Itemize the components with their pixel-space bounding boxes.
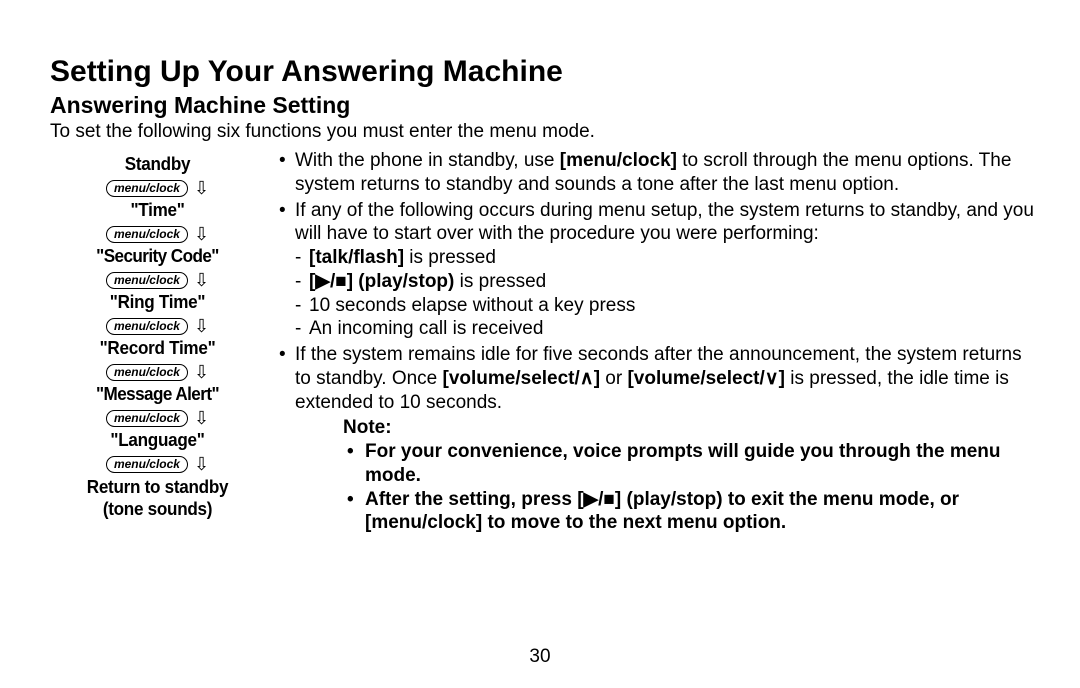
- note-bullets: For your convenience, voice prompts will…: [343, 440, 1035, 535]
- down-arrow-icon: ⇩: [194, 179, 209, 197]
- text: is pressed: [404, 247, 496, 268]
- text: With the phone in standby, use: [295, 150, 560, 171]
- text: An incoming call is received: [309, 318, 543, 339]
- menu-clock-button: menu/clock: [106, 364, 188, 381]
- note-item: After the setting, press [▶/■] (play/sto…: [343, 488, 1035, 536]
- manual-page: Setting Up Your Answering Machine Answer…: [0, 0, 1080, 688]
- dash-item: 10 seconds elapse without a key press: [295, 294, 1035, 318]
- down-arrow-icon: ⇩: [194, 363, 209, 381]
- bullet-item: If any of the following occurs during me…: [277, 199, 1035, 342]
- menu-clock-button: menu/clock: [106, 410, 188, 427]
- menu-item: "Ring Time": [55, 292, 259, 313]
- section-heading: Answering Machine Setting: [50, 92, 1035, 119]
- dash-item: [▶/■] (play/stop) is pressed: [295, 270, 1035, 294]
- key-label: [talk/flash]: [309, 247, 404, 268]
- dash-list: [talk/flash] is pressed [▶/■] (play/stop…: [295, 246, 1035, 341]
- menu-final: Return to standby (tone sounds): [55, 477, 259, 520]
- note-label: Note:: [343, 416, 1035, 440]
- final-line: Return to standby: [87, 477, 228, 497]
- bullet-item: With the phone in standby, use [menu/clo…: [277, 149, 1035, 197]
- flow-step: menu/clock ⇩: [50, 271, 265, 289]
- intro-text: To set the following six functions you m…: [50, 121, 1035, 143]
- final-line: (tone sounds): [103, 499, 212, 519]
- menu-clock-button: menu/clock: [106, 180, 188, 197]
- flow-step: menu/clock ⇩: [50, 363, 265, 381]
- key-label: [▶/■] (play/stop): [309, 271, 454, 292]
- dash-item: An incoming call is received: [295, 317, 1035, 341]
- flow-step: menu/clock ⇩: [50, 409, 265, 427]
- flow-step: menu/clock ⇩: [50, 317, 265, 335]
- menu-item: "Message Alert": [55, 384, 259, 405]
- menu-item: "Record Time": [55, 338, 259, 359]
- note-item: For your convenience, voice prompts will…: [343, 440, 1035, 488]
- menu-item: "Security Code": [55, 246, 259, 267]
- menu-flow-diagram: Standby menu/clock ⇩ "Time" menu/clock ⇩…: [50, 149, 265, 520]
- page-number: 30: [0, 646, 1080, 668]
- down-arrow-icon: ⇩: [194, 317, 209, 335]
- dash-item: [talk/flash] is pressed: [295, 246, 1035, 270]
- flow-step: menu/clock ⇩: [50, 225, 265, 243]
- bullet-item: If the system remains idle for five seco…: [277, 343, 1035, 535]
- flow-step: menu/clock ⇩: [50, 455, 265, 473]
- text: is pressed: [454, 271, 546, 292]
- instruction-text: With the phone in standby, use [menu/clo…: [265, 149, 1035, 537]
- menu-clock-button: menu/clock: [106, 456, 188, 473]
- text: or: [600, 368, 627, 389]
- key-label: [volume/select/∨]: [627, 368, 785, 389]
- down-arrow-icon: ⇩: [194, 409, 209, 427]
- down-arrow-icon: ⇩: [194, 455, 209, 473]
- menu-item: "Time": [55, 200, 259, 221]
- menu-clock-button: menu/clock: [106, 226, 188, 243]
- flow-step: menu/clock ⇩: [50, 179, 265, 197]
- menu-item: "Language": [55, 430, 259, 451]
- page-title: Setting Up Your Answering Machine: [50, 55, 1035, 89]
- key-label: [menu/clock]: [560, 150, 677, 171]
- down-arrow-icon: ⇩: [194, 225, 209, 243]
- text: If any of the following occurs during me…: [295, 200, 1034, 245]
- text: 10 seconds elapse without a key press: [309, 295, 635, 316]
- key-label: [volume/select/∧]: [443, 368, 601, 389]
- menu-item: Standby: [55, 154, 259, 175]
- note-block: Note: For your convenience, voice prompt…: [295, 416, 1035, 535]
- menu-clock-button: menu/clock: [106, 272, 188, 289]
- two-column-layout: Standby menu/clock ⇩ "Time" menu/clock ⇩…: [50, 149, 1035, 537]
- down-arrow-icon: ⇩: [194, 271, 209, 289]
- menu-clock-button: menu/clock: [106, 318, 188, 335]
